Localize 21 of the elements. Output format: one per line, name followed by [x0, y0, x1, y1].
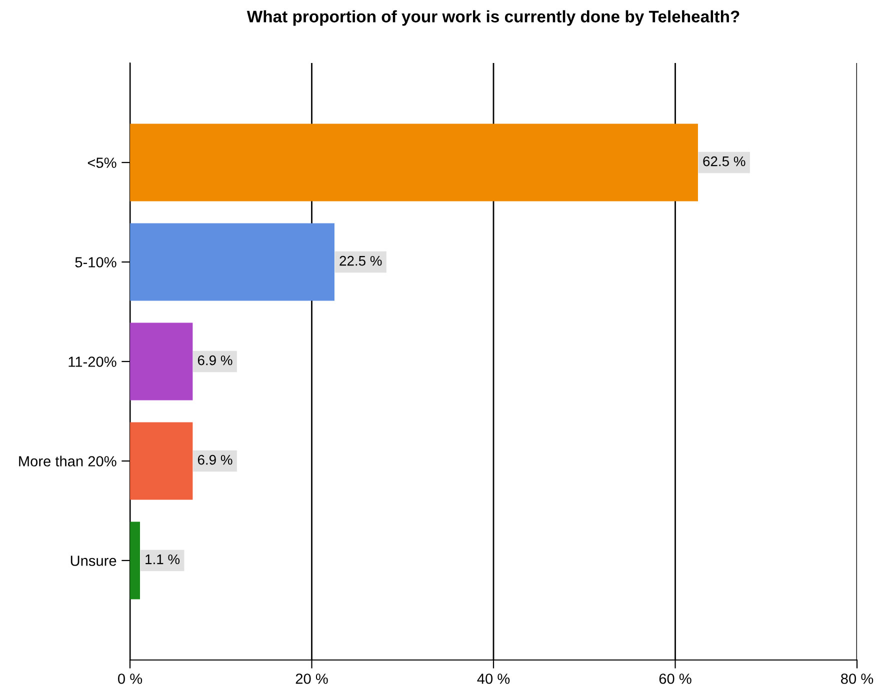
y-tick-label: More than 20%	[19, 456, 116, 466]
bar	[130, 322, 193, 400]
data-label: 62.5 %	[703, 156, 746, 166]
bar	[130, 223, 334, 301]
y-tick-label: <5%	[88, 158, 116, 168]
chart-title: What proportion of your work is currently done by Telehealth?	[246, 10, 740, 26]
x-tick-label: 80 %	[841, 674, 874, 684]
data-label: 6.9 %	[198, 454, 232, 465]
y-tick-label: Unsure	[70, 556, 116, 566]
bar	[130, 422, 193, 500]
bar	[130, 124, 698, 202]
data-label: 6.9 %	[198, 355, 232, 366]
data-label: 22.5 %	[340, 256, 382, 266]
x-tick-label: 20 %	[296, 674, 328, 684]
x-tick-label: 60 %	[659, 674, 692, 684]
data-label: 1.1 %	[146, 554, 180, 564]
y-tick-label: 5-10%	[75, 257, 116, 268]
bar	[130, 522, 140, 600]
x-tick-label: 40 %	[477, 674, 510, 684]
y-tick-label: 11-20%	[68, 356, 116, 367]
x-tick-label: 0 %	[118, 674, 142, 684]
